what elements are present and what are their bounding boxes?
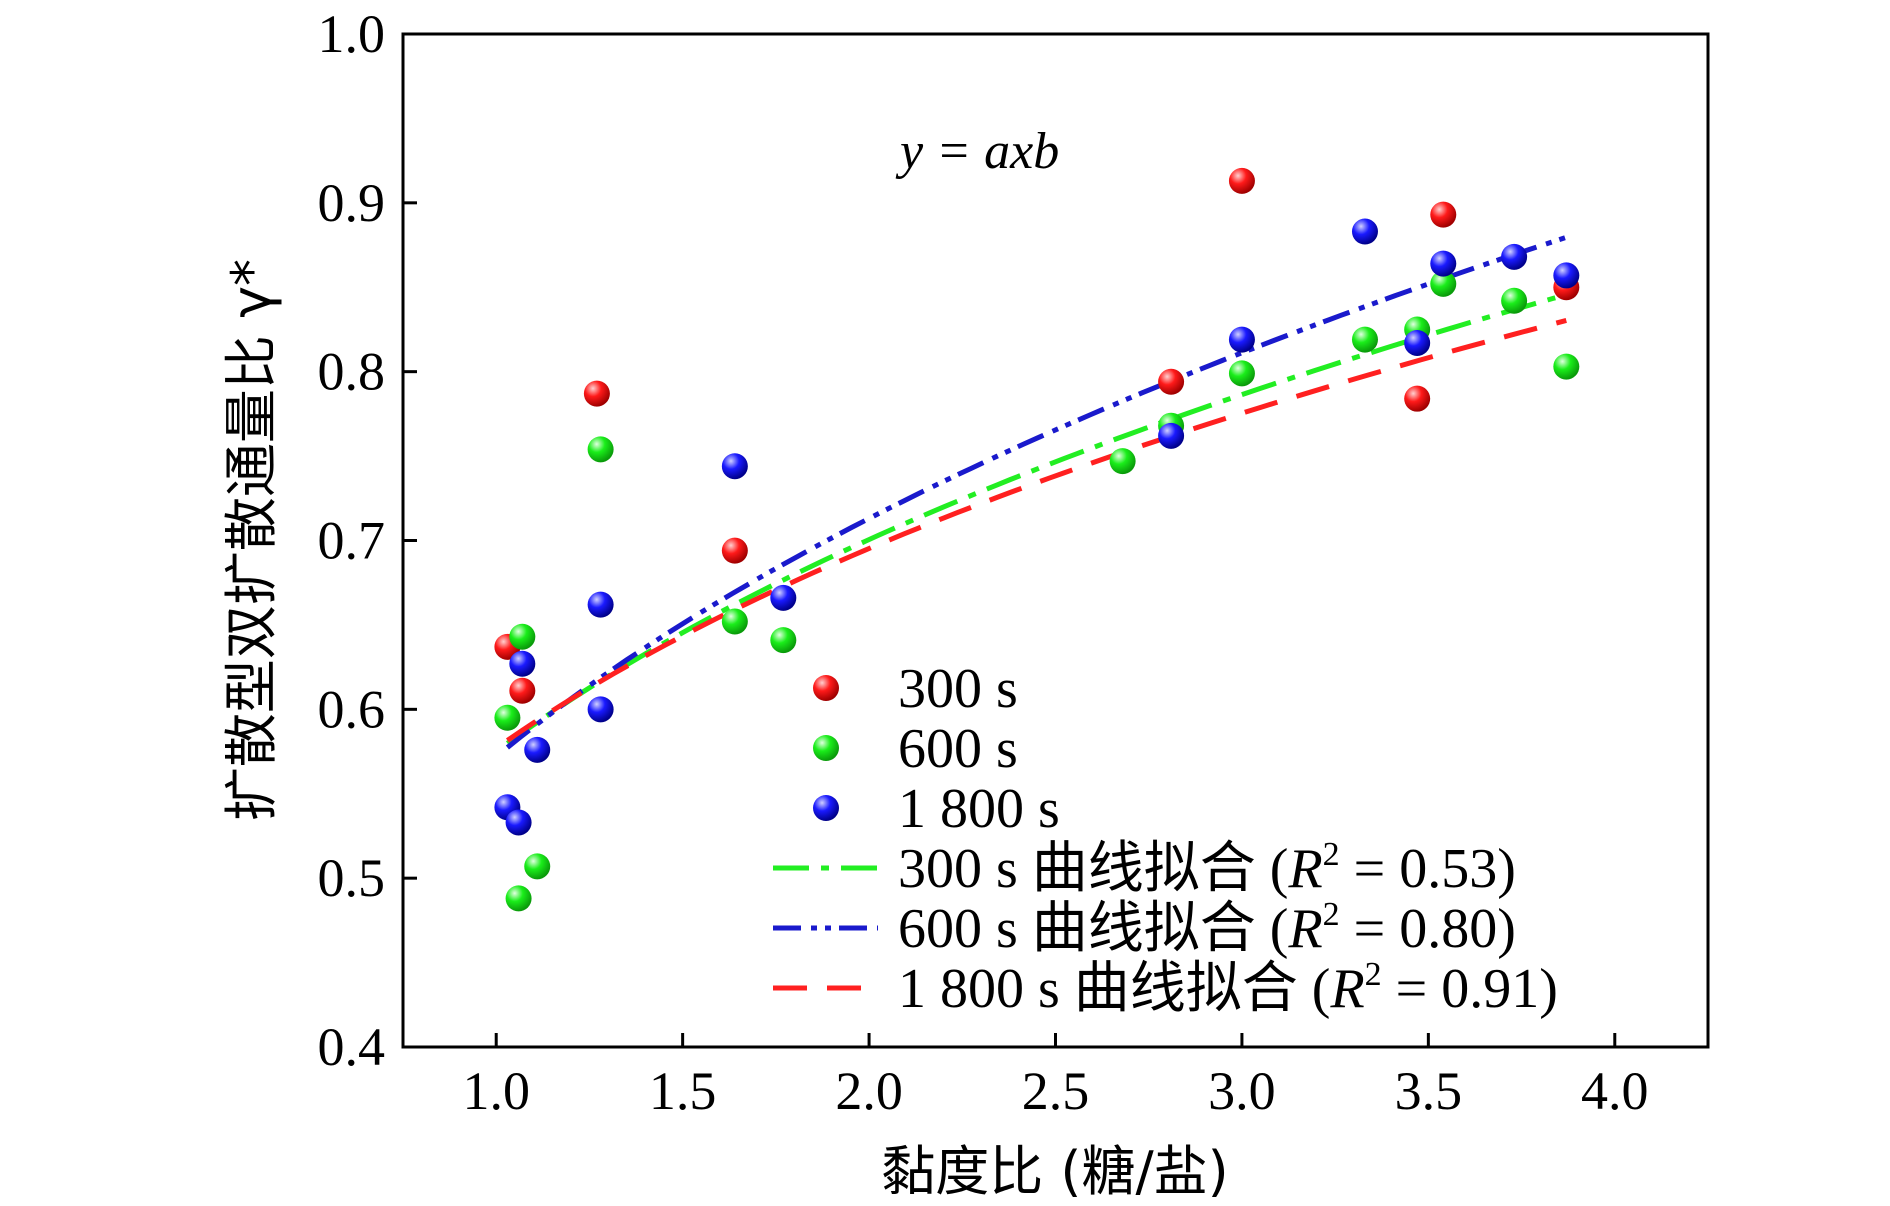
point-series-1 [505,885,532,912]
x-tick-label: 1.5 [649,1061,717,1121]
legend-fit-label-0: 300 s 曲线拟合 (R2 = 0.53) [898,836,1516,900]
point-series-0 [1158,368,1185,395]
point-series-0 [583,380,610,407]
point-series-1 [770,627,797,654]
point-series-2 [1430,250,1457,277]
legend-fit-label-2: 1 800 s 曲线拟合 (R2 = 0.91) [898,956,1558,1020]
point-series-1 [1501,287,1528,314]
y-tick-label: 0.4 [318,1017,386,1077]
point-series-1 [721,608,748,635]
point-series-2 [587,591,614,618]
legend-marker-2 [813,795,839,821]
point-series-2 [1501,243,1528,270]
x-tick-label: 2.5 [1022,1061,1090,1121]
formula-base: y = axb [895,123,1059,180]
point-series-0 [1228,167,1255,194]
point-series-1 [1351,326,1378,353]
legend-label-0: 300 s [898,658,1018,720]
y-tick-label: 0.5 [318,848,386,908]
x-tick-label: 2.0 [835,1061,903,1121]
x-tick-label: 3.0 [1208,1061,1276,1121]
y-tick-label: 1.0 [318,4,386,64]
formula-annotation: y = axb [895,123,1059,180]
point-series-1 [1109,448,1136,475]
point-series-1 [509,623,536,650]
point-series-0 [509,677,536,704]
point-series-2 [505,809,532,836]
y-axis-title: 扩散型双扩散通量比 γ* [220,259,283,821]
point-series-0 [721,537,748,564]
point-series-2 [509,650,536,677]
point-series-2 [1158,422,1185,449]
x-tick-label: 3.5 [1395,1061,1463,1121]
x-axis: 1.0 1.5 2.0 2.5 3.0 3.5 4.0 [462,1033,1649,1121]
fit-curve-2 [505,317,1567,743]
point-series-1 [524,853,551,880]
point-series-1 [494,704,521,731]
legend-marker-1 [813,735,839,761]
point-series-2 [524,736,551,763]
legend-marker-0 [813,675,839,701]
y-tick-label: 0.8 [318,342,386,402]
point-series-1 [587,436,614,463]
point-series-0 [1430,201,1457,228]
legend-label-1: 600 s [898,718,1018,780]
legend-label-2: 1 800 s [898,778,1060,840]
fit-curve-0 [505,292,1567,746]
point-series-2 [770,584,797,611]
point-series-2 [1351,218,1378,245]
y-axis: 0.4 0.5 0.6 0.7 0.8 0.9 1.0 [318,4,417,1077]
y-tick-label: 0.6 [318,679,386,739]
point-series-1 [1430,270,1457,297]
point-series-2 [1553,262,1580,289]
y-tick-label: 0.9 [318,173,386,233]
legend-fit-label-1: 600 s 曲线拟合 (R2 = 0.80) [898,896,1516,960]
point-series-0 [1404,385,1431,412]
data-points [494,167,1580,912]
point-series-2 [1404,329,1431,356]
point-series-1 [1553,353,1580,380]
x-tick-label: 1.0 [462,1061,530,1121]
fit-curves [505,234,1568,750]
x-axis-title: 黏度比 (糖/盐) [881,1140,1229,1203]
x-tick-label: 4.0 [1581,1061,1649,1121]
y-tick-label: 0.7 [318,511,386,571]
point-series-2 [721,453,748,480]
fit-curve-1 [505,234,1568,750]
point-series-1 [1228,360,1255,387]
point-series-2 [587,696,614,723]
point-series-2 [1228,326,1255,353]
